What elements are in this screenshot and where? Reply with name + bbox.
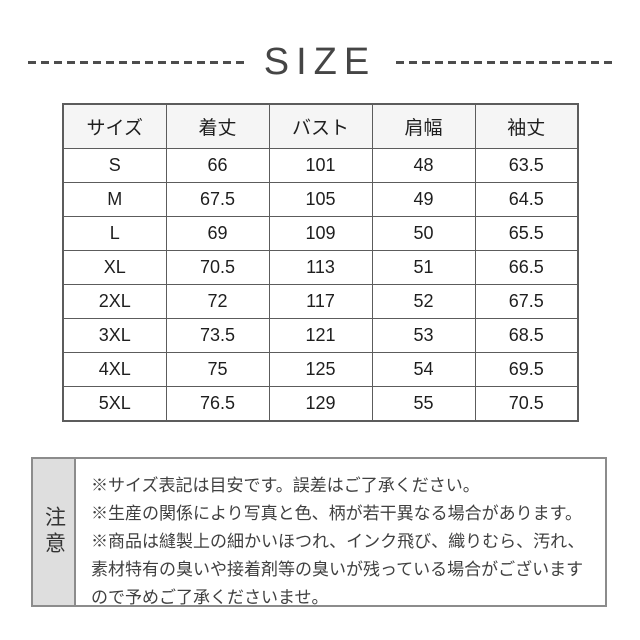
table-cell: 69.5	[474, 352, 579, 387]
table-cell: 65.5	[474, 216, 579, 251]
notice-line: ※生産の関係により写真と色、柄が若干異なる場合があります。	[91, 504, 582, 523]
table-cell: 109	[268, 216, 373, 251]
table-header-row: サイズ 着丈 バスト 肩幅 袖丈	[62, 103, 579, 149]
table-cell: 52	[371, 284, 476, 319]
table-cell: 117	[268, 284, 373, 319]
notice-line: ※サイズ表記は目安です。誤差はご了承ください。	[91, 476, 480, 495]
table-cell: 3XL	[62, 318, 167, 353]
table-cell: 54	[371, 352, 476, 387]
table-cell: M	[62, 182, 167, 217]
table-cell: S	[62, 148, 167, 183]
table-cell: 2XL	[62, 284, 167, 319]
table-header-cell-bust: バスト	[268, 103, 373, 149]
table-cell: 66	[165, 148, 270, 183]
dash-line-right	[396, 60, 612, 64]
notice-label: 注意	[33, 459, 76, 605]
table-cell: 113	[268, 250, 373, 285]
table-cell: 68.5	[474, 318, 579, 353]
table-row-2xl: 2XL 72 117 52 67.5	[62, 284, 579, 319]
table-cell: 70.5	[474, 386, 579, 422]
table-cell: L	[62, 216, 167, 251]
table-cell: 48	[371, 148, 476, 183]
table-cell: 66.5	[474, 250, 579, 285]
table-cell: 125	[268, 352, 373, 387]
title-row: SIZE	[28, 40, 612, 84]
page-title: SIZE	[263, 41, 377, 83]
table-cell: 63.5	[474, 148, 579, 183]
table-cell: 75	[165, 352, 270, 387]
dash-line-left	[28, 60, 244, 64]
table-header-cell-length: 着丈	[165, 103, 270, 149]
table-row-4xl: 4XL 75 125 54 69.5	[62, 352, 579, 387]
table-cell: 67.5	[165, 182, 270, 217]
table-row-5xl: 5XL 76.5 129 55 70.5	[62, 386, 579, 422]
table-cell: 121	[268, 318, 373, 353]
table-cell: 72	[165, 284, 270, 319]
table-cell: 49	[371, 182, 476, 217]
table-row-xl: XL 70.5 113 51 66.5	[62, 250, 579, 285]
table-cell: 53	[371, 318, 476, 353]
table-cell: 101	[268, 148, 373, 183]
table-cell: 51	[371, 250, 476, 285]
notice-text: ※サイズ表記は目安です。誤差はご了承ください。 ※生産の関係により写真と色、柄が…	[76, 459, 605, 605]
table-cell: 64.5	[474, 182, 579, 217]
table-cell: 67.5	[474, 284, 579, 319]
table-cell: 4XL	[62, 352, 167, 387]
table-cell: 69	[165, 216, 270, 251]
table-cell: 50	[371, 216, 476, 251]
table-cell: 73.5	[165, 318, 270, 353]
notice-line: ※商品は縫製上の細かいほつれ、インク飛び、織りむら、汚れ、素材特有の臭いや接着剤…	[91, 532, 585, 605]
table-header-cell-size: サイズ	[62, 103, 167, 149]
table-cell: 5XL	[62, 386, 167, 422]
table-row-l: L 69 109 50 65.5	[62, 216, 579, 251]
table-cell: XL	[62, 250, 167, 285]
table-header-cell-shoulder: 肩幅	[371, 103, 476, 149]
table-cell: 70.5	[165, 250, 270, 285]
table-row-m: M 67.5 105 49 64.5	[62, 182, 579, 217]
table-cell: 105	[268, 182, 373, 217]
table-row-3xl: 3XL 73.5 121 53 68.5	[62, 318, 579, 353]
table-row-s: S 66 101 48 63.5	[62, 148, 579, 183]
table-cell: 129	[268, 386, 373, 422]
table-cell: 76.5	[165, 386, 270, 422]
table-cell: 55	[371, 386, 476, 422]
table-header-cell-sleeve: 袖丈	[474, 103, 579, 149]
size-table: サイズ 着丈 バスト 肩幅 袖丈 S 66 101 48 63.5 M 67.5…	[62, 103, 579, 422]
notice-box: 注意 ※サイズ表記は目安です。誤差はご了承ください。 ※生産の関係により写真と色…	[31, 457, 607, 607]
